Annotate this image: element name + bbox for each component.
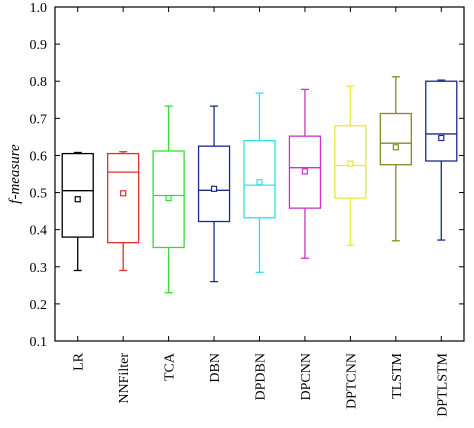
mean-marker bbox=[392, 144, 399, 151]
x-tick-label: LR bbox=[72, 352, 87, 371]
y-axis-label: f-measure bbox=[7, 144, 23, 204]
box-dpcnn bbox=[288, 88, 322, 259]
mean-marker bbox=[256, 179, 263, 186]
x-tick-label: DPCNN bbox=[299, 353, 314, 400]
box-iqr bbox=[379, 112, 412, 166]
x-axis: LR NNFilter TCA DBN DPDBN DPCNN DPTCNN TLSTM DPT… bbox=[72, 7, 450, 417]
y-tick-label: 0.7 bbox=[30, 112, 48, 127]
mean-marker bbox=[74, 196, 81, 203]
y-tick-label: 0.6 bbox=[30, 149, 48, 164]
y-tick-label: 0.1 bbox=[30, 335, 48, 350]
y-tick-label: 0.9 bbox=[30, 38, 48, 53]
y-tick-label: 0.3 bbox=[30, 261, 48, 276]
x-tick-label: DPTCNN bbox=[344, 353, 359, 409]
box-dbn bbox=[197, 105, 231, 283]
y-tick-label: 1.0 bbox=[30, 1, 48, 16]
y-tick-label: 0.8 bbox=[30, 75, 48, 90]
x-tick-label: DPDBN bbox=[254, 353, 269, 400]
mean-marker bbox=[301, 168, 309, 175]
x-tick-label: TLSTM bbox=[390, 352, 405, 398]
plot-area bbox=[54, 6, 465, 342]
box-dptlstm bbox=[425, 79, 458, 241]
mean-marker bbox=[120, 190, 127, 197]
box-lr bbox=[61, 151, 94, 272]
y-tick-label: 0.2 bbox=[30, 298, 48, 313]
x-tick-label: DBN bbox=[208, 353, 223, 383]
y-axis: 0.1 0.2 0.3 0.4 0.5 0.6 0.7 0.8 0.9 1.0 bbox=[30, 1, 464, 350]
box-nnfilter bbox=[107, 151, 140, 272]
mean-marker bbox=[438, 134, 445, 142]
x-tick-label: DPTLSTM bbox=[435, 352, 450, 416]
box-tca bbox=[152, 105, 185, 294]
box-iqr bbox=[425, 80, 458, 162]
box-iqr bbox=[197, 145, 231, 223]
box-dpdbn bbox=[243, 92, 276, 273]
mean-marker bbox=[165, 195, 172, 202]
y-tick-label: 0.5 bbox=[30, 187, 48, 202]
box-dptcnn bbox=[334, 85, 367, 246]
mean-marker bbox=[347, 160, 354, 167]
mean-marker bbox=[210, 185, 218, 192]
x-tick-label: NNFilter bbox=[117, 353, 132, 404]
x-tick-label: TCA bbox=[163, 352, 178, 381]
box-iqr bbox=[61, 152, 94, 238]
box-tlstm bbox=[379, 76, 412, 242]
y-tick-label: 0.4 bbox=[30, 224, 48, 239]
box-iqr bbox=[107, 152, 140, 244]
